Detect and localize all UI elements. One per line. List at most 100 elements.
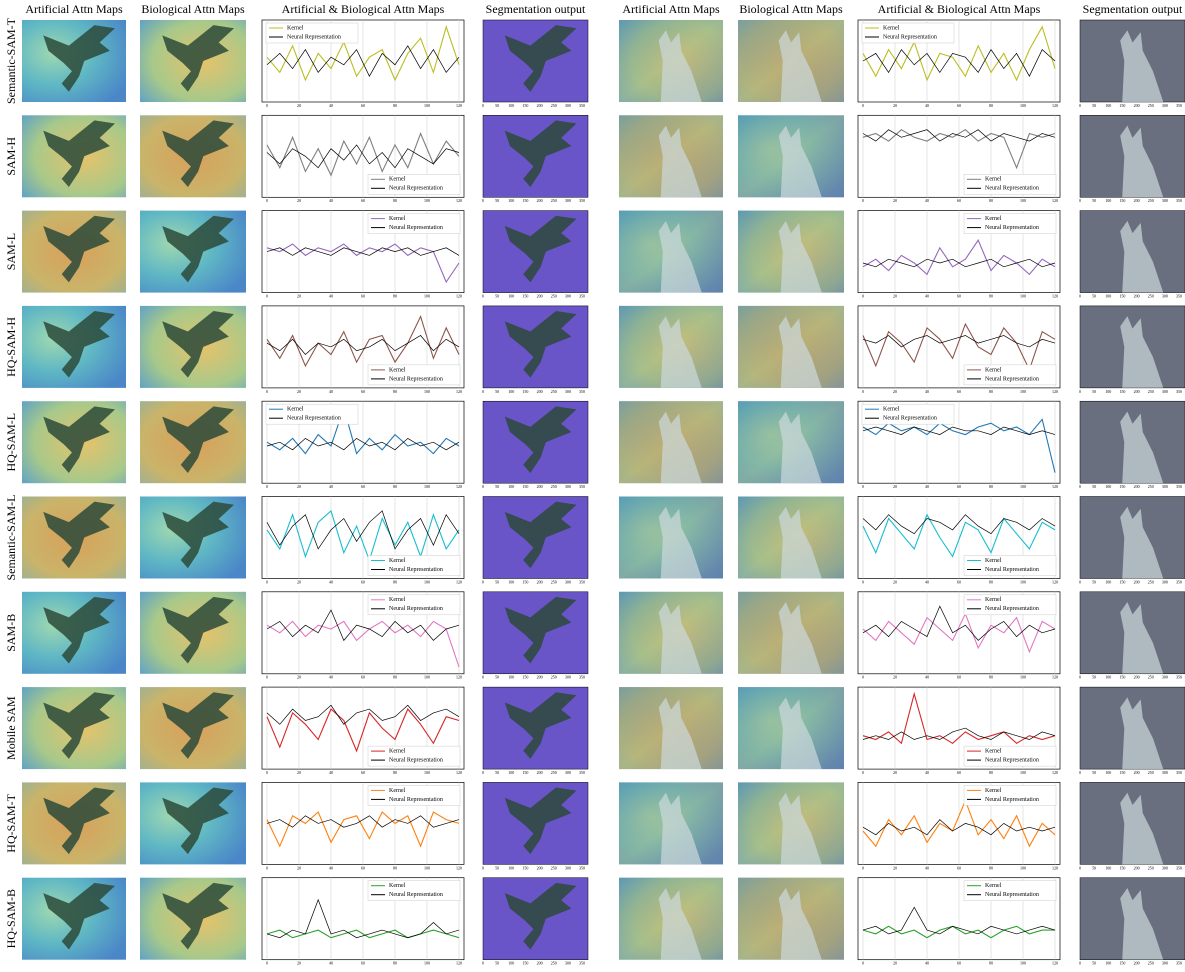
x-tick-label: 100 [424,770,430,775]
legend-label: Kernel [389,367,406,373]
legend-label: Kernel [389,597,406,603]
seg-tick-label: 150 [1119,484,1125,489]
seg-tick-label: 0 [1079,770,1081,775]
seg-tick-label: 350 [1176,294,1182,299]
seg-tick-label: 200 [1134,389,1140,394]
seg-tick-label: 200 [537,770,543,775]
x-tick-label: 80 [989,389,993,394]
seg-tick-label: 50 [495,103,499,108]
legend-label: Kernel [287,25,304,31]
row-label: Semantic-SAM-T [4,17,18,104]
x-tick-label: 100 [1020,961,1026,966]
seg-tick-label: 100 [1105,579,1111,584]
x-tick-label: 40 [329,103,333,108]
seg-tick-label: 100 [508,103,514,108]
seg-tick-label: 150 [522,103,528,108]
seg-tick-label: 300 [565,103,571,108]
x-tick-label: 60 [361,484,365,489]
x-tick-label: 120 [1052,389,1058,394]
x-tick-label: 0 [862,961,864,966]
seg-tick-label: 250 [1148,961,1154,966]
seg-tick-label: 350 [579,484,585,489]
seg-tick-label: 100 [1105,294,1111,299]
x-tick-label: 100 [1020,294,1026,299]
seg-tick-label: 250 [1148,770,1154,775]
seg-tick-label: 0 [482,770,484,775]
x-tick-label: 100 [424,865,430,870]
x-tick-label: 20 [893,579,897,584]
seg-tick-label: 150 [522,865,528,870]
x-tick-label: 120 [1052,484,1058,489]
seg-tick-label: 250 [1148,389,1154,394]
legend-label: Kernel [985,883,1002,889]
seg-tick-label: 100 [1105,103,1111,108]
seg-tick-label: 150 [522,389,528,394]
legend-label: Kernel [287,407,304,413]
row-label: SAM-H [4,137,18,176]
seg-tick-label: 100 [1105,865,1111,870]
seg-tick-label: 200 [1134,579,1140,584]
x-tick-label: 40 [329,961,333,966]
seg-tick-label: 300 [1162,198,1168,203]
x-tick-label: 60 [957,865,961,870]
seg-tick-label: 200 [537,579,543,584]
x-tick-label: 60 [957,103,961,108]
seg-tick-label: 250 [551,865,557,870]
seg-tick-label: 200 [537,675,543,680]
x-tick-label: 20 [893,961,897,966]
seg-tick-label: 200 [1134,103,1140,108]
x-tick-label: 80 [393,389,397,394]
legend-label: Neural Representation [985,225,1039,231]
seg-tick-label: 350 [579,865,585,870]
seg-tick-label: 50 [1092,579,1096,584]
legend-label: Neural Representation [287,34,341,40]
seg-tick-label: 50 [1092,961,1096,966]
x-tick-label: 20 [297,579,301,584]
column-header: Segmentation output [1083,2,1183,16]
seg-tick-label: 350 [579,198,585,203]
x-tick-label: 20 [297,198,301,203]
seg-tick-label: 50 [1092,198,1096,203]
seg-tick-label: 50 [495,770,499,775]
seg-tick-label: 300 [565,961,571,966]
x-tick-label: 120 [1052,294,1058,299]
legend-label: Neural Representation [985,186,1039,192]
x-tick-label: 100 [424,579,430,584]
legend-label: Kernel [389,216,406,222]
x-tick-label: 20 [893,198,897,203]
x-tick-label: 100 [424,294,430,299]
legend-label: Kernel [985,367,1002,373]
x-tick-label: 80 [989,484,993,489]
x-tick-label: 60 [957,770,961,775]
x-tick-label: 20 [297,294,301,299]
legend-label: Kernel [985,216,1002,222]
seg-tick-label: 350 [579,103,585,108]
x-tick-label: 40 [329,770,333,775]
x-tick-label: 120 [1052,103,1058,108]
seg-tick-label: 250 [1148,675,1154,680]
row-label: Semantic-SAM-L [4,495,18,581]
seg-tick-label: 0 [1079,103,1081,108]
seg-tick-label: 0 [1079,294,1081,299]
legend-label: Kernel [389,177,406,183]
x-tick-label: 80 [393,294,397,299]
legend-label: Neural Representation [883,416,937,422]
legend-label: Neural Representation [985,376,1039,382]
seg-tick-label: 0 [482,294,484,299]
x-tick-label: 20 [893,103,897,108]
seg-tick-label: 100 [508,389,514,394]
seg-tick-label: 300 [1162,484,1168,489]
legend-label: Kernel [985,558,1002,564]
seg-tick-label: 50 [1092,389,1096,394]
seg-tick-label: 0 [482,961,484,966]
seg-tick-label: 250 [1148,294,1154,299]
x-tick-label: 0 [862,579,864,584]
row-label: HQ-SAM-T [4,793,18,852]
x-tick-label: 60 [957,675,961,680]
seg-tick-label: 200 [1134,865,1140,870]
x-tick-label: 80 [989,198,993,203]
x-tick-label: 20 [893,389,897,394]
seg-tick-label: 50 [495,484,499,489]
seg-tick-label: 100 [508,770,514,775]
seg-tick-label: 100 [1105,389,1111,394]
